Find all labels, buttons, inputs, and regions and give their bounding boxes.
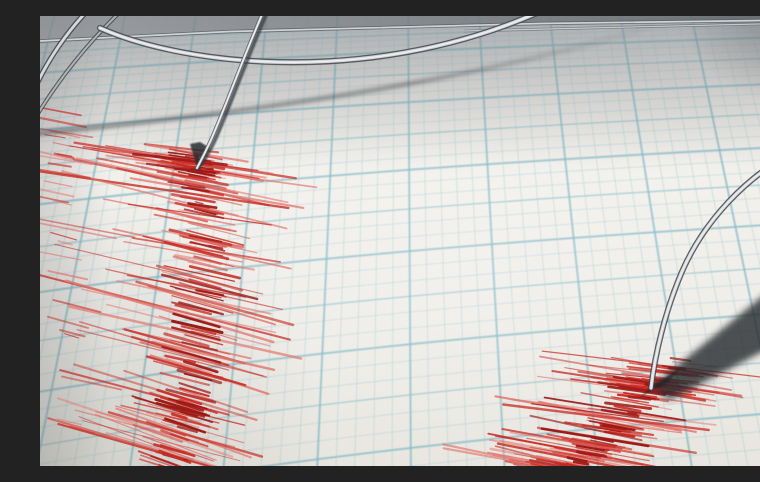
seismograph-photo: Close-up photograph of a seismograph dru… (40, 16, 760, 466)
film-grain (40, 16, 760, 466)
seismograph-scene (40, 16, 760, 466)
